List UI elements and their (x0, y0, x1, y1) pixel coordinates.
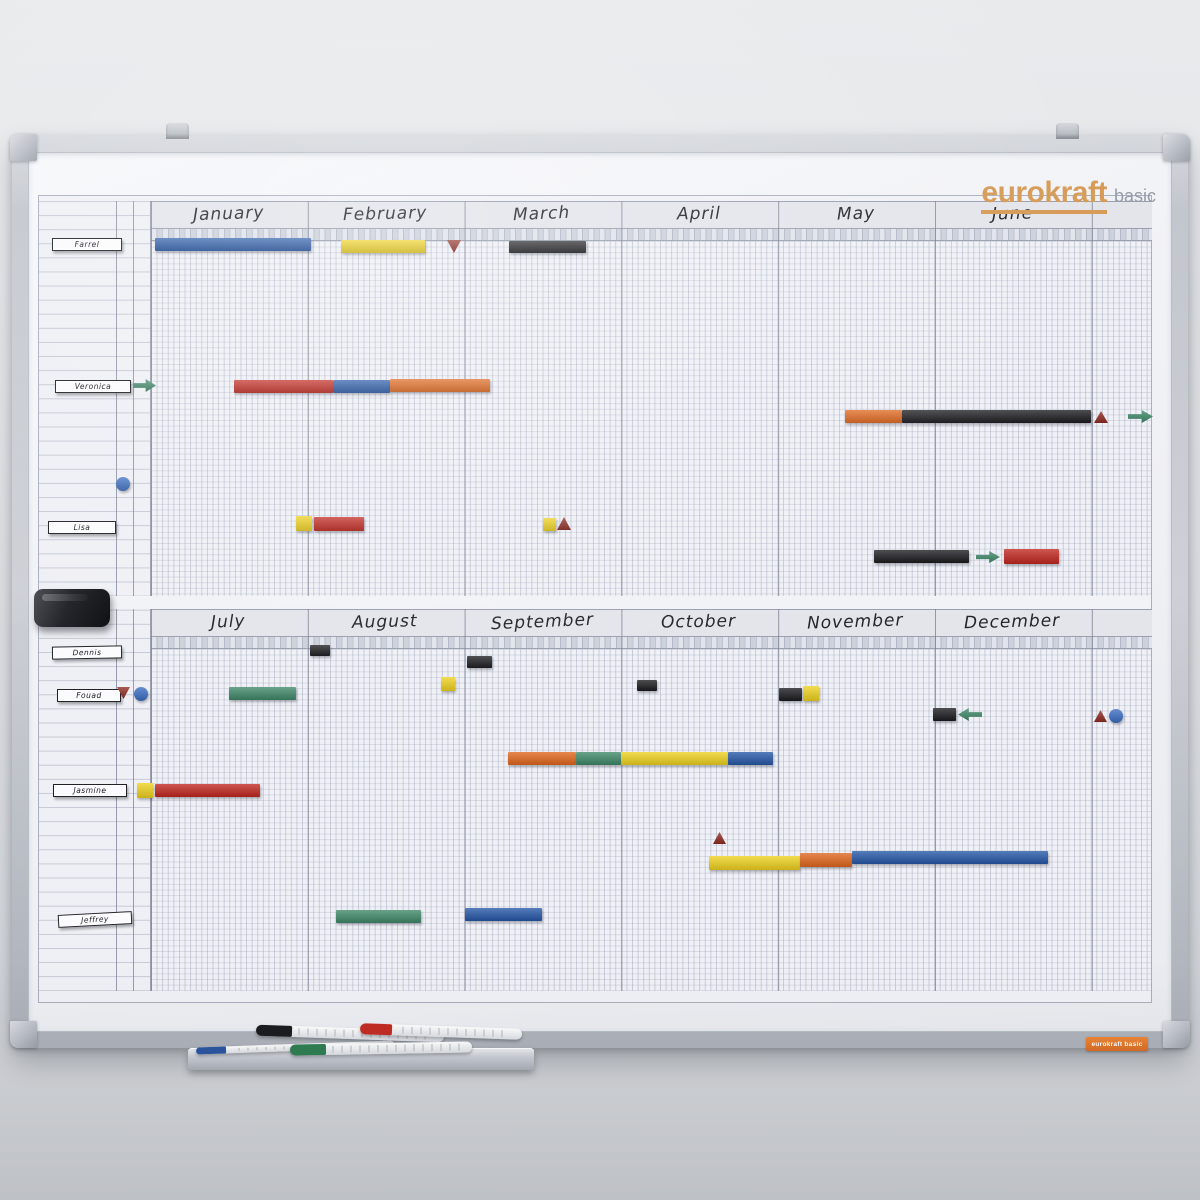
magnet-tri-up-darkred (1094, 710, 1107, 722)
magnet-bar-black (933, 708, 956, 721)
magnet-bar-yellow (341, 240, 425, 253)
magnet-circle-dotblue (116, 477, 130, 491)
frame-corner-cap (10, 134, 37, 161)
magnet-bar-black (637, 680, 657, 691)
pen-cap (195, 1046, 227, 1055)
magnet-tri-up-darkred (1094, 411, 1108, 423)
magnet-bar-black (902, 410, 1091, 423)
magnet-bar-green (576, 752, 621, 765)
magnet-arrow-right-green (976, 551, 1000, 563)
magnet-square-yellow (137, 783, 153, 798)
magnet-bar-red (1004, 549, 1059, 564)
magnet-bar-red (234, 380, 333, 393)
name-label-dennis: Dennis (51, 645, 123, 660)
month-header-july: July (150, 608, 307, 636)
month-header-march: March (464, 200, 621, 228)
magnet-bar-blue (728, 752, 773, 765)
pen-cap (359, 1023, 393, 1036)
name-label-lisa: Lisa (48, 521, 116, 534)
magnet-arrow-right-green (133, 379, 156, 392)
name-label-fouad: Fouad (57, 689, 121, 702)
board-eraser (34, 589, 110, 627)
magnet-square-yellow (543, 518, 556, 531)
frame-brand-sticker: eurokraft basic (1086, 1037, 1148, 1051)
magnet-arrow-right-green (1128, 410, 1153, 423)
month-header-may: May (777, 200, 934, 228)
magnet-bar-orange (390, 379, 490, 392)
brand-logo-suffix: basic (1113, 186, 1156, 206)
magnet-tri-up-darkred (713, 832, 726, 844)
magnet-circle-dotblue (134, 687, 148, 701)
magnet-bar-blue (852, 851, 1048, 864)
pen-label (401, 1026, 511, 1038)
magnet-square-yellow (441, 677, 455, 691)
name-label-veronica: Veronica (55, 380, 131, 393)
name-label-jasmine: Jasmine (53, 784, 127, 797)
magnet-bar-black (509, 241, 586, 253)
month-label: March (512, 202, 572, 226)
pen-cap (289, 1043, 327, 1056)
magnet-bar-black (467, 656, 492, 668)
frame-corner-cap (1163, 134, 1190, 161)
magnet-bar-green (336, 910, 421, 923)
magnet-bar-black (779, 688, 802, 701)
month-label: January (192, 202, 265, 226)
month-label: September (490, 609, 594, 635)
magnet-bar-black (874, 550, 969, 563)
name-label-farrel: Farrel (52, 238, 122, 251)
month-header-september: September (464, 608, 621, 636)
month-label: July (210, 611, 247, 633)
magnet-bar-green (229, 687, 296, 700)
name-label-jeffrey: Jeffrey (57, 911, 133, 928)
magnet-bar-yellow (709, 856, 800, 870)
magnet-square-yellow (803, 686, 819, 701)
magnet-tri-up-darkred (557, 517, 571, 530)
month-label: February (342, 202, 428, 226)
magnet-bar-yellow (621, 752, 728, 765)
month-header-february: February (307, 200, 464, 228)
month-header-august: August (307, 608, 464, 636)
magnet-tri-down-darkred (447, 240, 461, 253)
magnet-bar-blue (465, 908, 542, 921)
month-header-october: October (620, 608, 777, 636)
pen-cap (255, 1024, 293, 1037)
month-label: November (807, 610, 905, 634)
wall-mount-clip-right (1056, 123, 1079, 139)
month-label: August (352, 611, 419, 633)
pen-tray (188, 1048, 534, 1070)
magnet-square-yellow (296, 516, 312, 531)
magnet-bar-orange (508, 752, 576, 765)
month-header-december: December (934, 608, 1091, 636)
magnet-circle-dotblue (1109, 709, 1123, 723)
magnet-bar-red (155, 784, 260, 797)
month-header-april: April (620, 200, 777, 228)
brand-logo: eurokraft basic (981, 176, 1156, 214)
brand-logo-name: eurokraft (981, 176, 1107, 214)
magnet-bar-orange (845, 410, 902, 423)
magnet-arrow-left-green (958, 708, 982, 721)
wall-mount-clip-left (166, 123, 189, 139)
month-header-november: November (777, 608, 934, 636)
magnet-bar-blue (155, 238, 311, 251)
month-label: April (676, 203, 721, 225)
month-label: May (836, 203, 875, 225)
month-header-january: January (150, 200, 307, 228)
month-label: December (964, 610, 1061, 634)
magnet-bar-red (314, 517, 364, 531)
frame-corner-cap (1163, 1021, 1190, 1048)
month-label: October (661, 611, 737, 633)
pen-label (331, 1043, 461, 1053)
magnet-bar-orange (800, 853, 852, 867)
frame-corner-cap (10, 1021, 37, 1048)
magnet-bar-black (310, 645, 330, 656)
section-gap (39, 596, 1151, 609)
magnet-bar-blue (333, 380, 390, 393)
